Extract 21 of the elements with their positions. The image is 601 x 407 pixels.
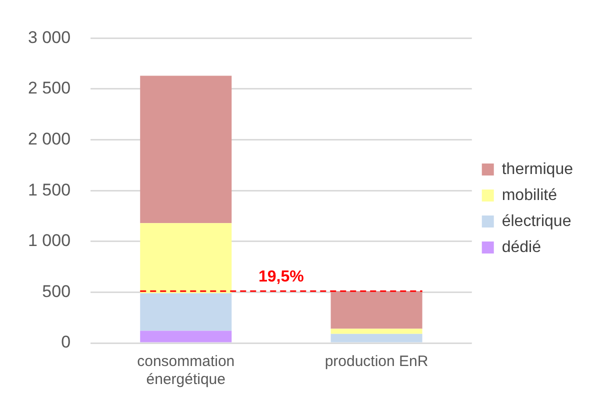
- y-tick-label: 2 500: [28, 78, 71, 98]
- x-tick-label: consommation énergétique: [137, 353, 235, 388]
- x-tick-label: production EnR: [324, 353, 428, 370]
- legend-label: thermique: [502, 160, 574, 178]
- bar: [140, 330, 232, 342]
- legend-label: électrique: [502, 212, 572, 230]
- annotation: 19,5%: [258, 268, 304, 286]
- bar: [140, 293, 232, 331]
- y-tick-label: 1 000: [28, 231, 71, 250]
- y-tick-label: 500: [42, 282, 71, 301]
- y-tick-label: 0: [61, 332, 71, 352]
- bar: [330, 291, 422, 329]
- bar: [140, 76, 232, 224]
- y-tick-label: 3 000: [28, 28, 71, 47]
- y-tick-label: 2 000: [28, 129, 71, 148]
- bar: [330, 328, 422, 334]
- legend-label: dédié: [502, 238, 542, 256]
- bar: [330, 334, 422, 342]
- legend-label: mobilité: [502, 186, 558, 204]
- y-tick-label: 1 500: [28, 180, 71, 200]
- bar: [140, 223, 232, 294]
